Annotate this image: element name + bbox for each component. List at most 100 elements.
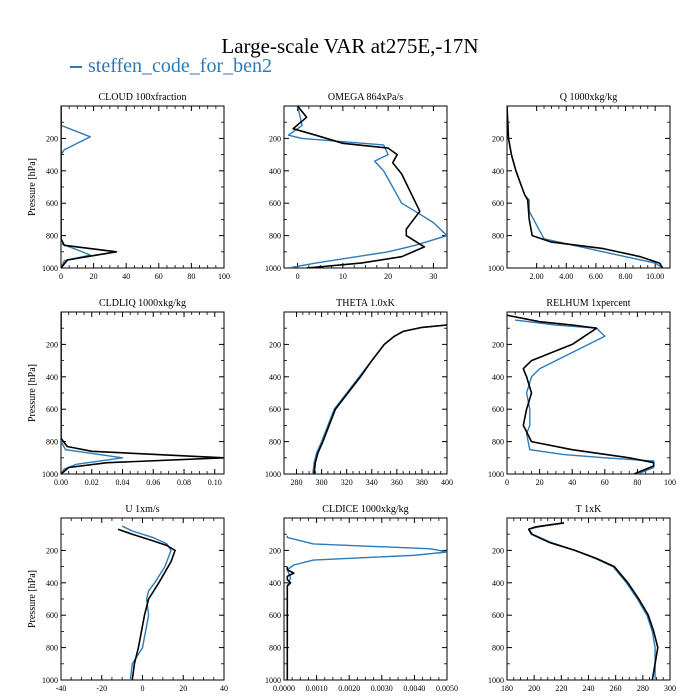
legend-label: steffen_code_for_ben2 bbox=[88, 55, 273, 77]
panel-title: Q 1000xkg/kg bbox=[560, 92, 618, 103]
y-tick-label: 800 bbox=[492, 438, 504, 447]
x-tick-label: -40 bbox=[56, 684, 67, 693]
y-tick-label: 200 bbox=[492, 340, 504, 349]
y-tick-label: 200 bbox=[269, 134, 281, 143]
x-tick-label: 0.0010 bbox=[306, 684, 328, 693]
y-tick-label: 1000 bbox=[488, 264, 504, 273]
y-tick-label: 1000 bbox=[488, 470, 504, 479]
series-line-black bbox=[61, 106, 118, 268]
x-tick-label: 260 bbox=[610, 684, 622, 693]
plot-frame bbox=[283, 311, 448, 475]
series-line-black bbox=[507, 314, 655, 474]
x-tick-label: 0.00 bbox=[54, 478, 68, 487]
x-tick-label: 0.04 bbox=[116, 478, 130, 487]
y-tick-label: 400 bbox=[46, 373, 58, 382]
series-line-blue bbox=[528, 522, 656, 680]
panel-title: THETA 1.0xK bbox=[336, 298, 395, 309]
x-tick-label: 60 bbox=[155, 272, 163, 281]
y-tick-label: 1000 bbox=[265, 470, 281, 479]
y-tick-label: 1000 bbox=[42, 264, 58, 273]
series-line-blue bbox=[61, 106, 92, 268]
x-tick-label: 0.0020 bbox=[338, 684, 360, 693]
x-tick-label: 20 bbox=[179, 684, 187, 693]
y-tick-label: 200 bbox=[46, 546, 58, 555]
y-tick-label: 400 bbox=[492, 167, 504, 176]
y-tick-label: 200 bbox=[492, 546, 504, 555]
x-tick-label: 320 bbox=[341, 478, 353, 487]
series-line-blue bbox=[507, 106, 663, 268]
series-line-blue bbox=[287, 106, 447, 268]
y-tick-label: 600 bbox=[492, 611, 504, 620]
x-tick-label: 0 bbox=[296, 272, 300, 281]
x-tick-label: 280 bbox=[637, 684, 649, 693]
x-tick-label: 200 bbox=[528, 684, 540, 693]
series-line-black bbox=[527, 522, 659, 680]
y-tick-label: 200 bbox=[269, 340, 281, 349]
y-tick-label: 600 bbox=[269, 611, 281, 620]
legend: steffen_code_for_ben2 bbox=[70, 55, 272, 78]
x-tick-label: 60 bbox=[601, 478, 609, 487]
x-tick-label: 2.00 bbox=[530, 272, 544, 281]
y-tick-label: 200 bbox=[46, 134, 58, 143]
x-tick-label: 0.02 bbox=[85, 478, 99, 487]
x-tick-label: 40 bbox=[568, 478, 576, 487]
x-tick-label: 360 bbox=[391, 478, 403, 487]
series-line-blue bbox=[121, 525, 172, 680]
x-tick-label: 300 bbox=[664, 684, 676, 693]
x-tick-label: 20 bbox=[536, 478, 544, 487]
panel-title: RELHUM 1xpercent bbox=[546, 298, 630, 309]
x-tick-label: 80 bbox=[187, 272, 195, 281]
x-tick-label: 80 bbox=[633, 478, 641, 487]
x-tick-label: 220 bbox=[555, 684, 567, 693]
series-line-black bbox=[286, 566, 295, 680]
y-tick-label: 800 bbox=[269, 232, 281, 241]
series-line-blue bbox=[515, 319, 655, 474]
y-tick-label: 200 bbox=[492, 134, 504, 143]
y-tick-label: 1000 bbox=[488, 676, 504, 685]
series-line-black bbox=[313, 324, 447, 474]
series-line-black bbox=[507, 106, 664, 268]
x-tick-label: 20 bbox=[90, 272, 98, 281]
x-tick-label: 380 bbox=[416, 478, 428, 487]
panel-title: U 1xm/s bbox=[125, 504, 159, 515]
x-tick-label: 8.00 bbox=[619, 272, 633, 281]
x-tick-label: 10.00 bbox=[646, 272, 664, 281]
y-axis-label: Pressure [hPa] bbox=[27, 570, 38, 628]
series-line-black bbox=[61, 312, 224, 474]
x-tick-label: 0.0030 bbox=[371, 684, 393, 693]
x-tick-label: 30 bbox=[429, 272, 437, 281]
y-tick-label: 600 bbox=[46, 611, 58, 620]
x-tick-label: 300 bbox=[316, 478, 328, 487]
x-tick-label: 100 bbox=[664, 478, 676, 487]
plot-frame bbox=[60, 105, 225, 269]
y-tick-label: 200 bbox=[46, 340, 58, 349]
y-tick-label: 800 bbox=[492, 232, 504, 241]
x-tick-label: -20 bbox=[96, 684, 107, 693]
y-tick-label: 800 bbox=[46, 232, 58, 241]
panel-2: OMEGA 864xPa/s 200 400 600 800 1000 0 10 20 30 bbox=[265, 92, 448, 281]
x-tick-label: 0.0040 bbox=[403, 684, 425, 693]
y-tick-label: 400 bbox=[269, 579, 281, 588]
y-tick-label: 800 bbox=[492, 644, 504, 653]
y-tick-label: 600 bbox=[269, 199, 281, 208]
y-tick-label: 800 bbox=[46, 438, 58, 447]
panel-4: CLDLIQ 1000xkg/kg Pressure [hPa] 200 400 600… bbox=[27, 298, 225, 487]
series-line-blue bbox=[286, 535, 447, 680]
x-tick-label: 0.08 bbox=[177, 478, 191, 487]
x-tick-label: 6.00 bbox=[589, 272, 603, 281]
y-tick-label: 400 bbox=[492, 373, 504, 382]
x-tick-label: 240 bbox=[583, 684, 595, 693]
y-tick-label: 600 bbox=[492, 199, 504, 208]
y-tick-label: 1000 bbox=[265, 676, 281, 685]
legend-line-icon bbox=[70, 66, 82, 69]
y-axis-label: Pressure [hPa] bbox=[27, 364, 38, 422]
y-tick-label: 1000 bbox=[42, 676, 58, 685]
plot-frame bbox=[506, 517, 671, 681]
y-tick-label: 600 bbox=[46, 405, 58, 414]
y-tick-label: 400 bbox=[492, 579, 504, 588]
panel-3: Q 1000xkg/kg 200 400 600 800 1000 2.00 4.00 6.00… bbox=[488, 92, 671, 281]
